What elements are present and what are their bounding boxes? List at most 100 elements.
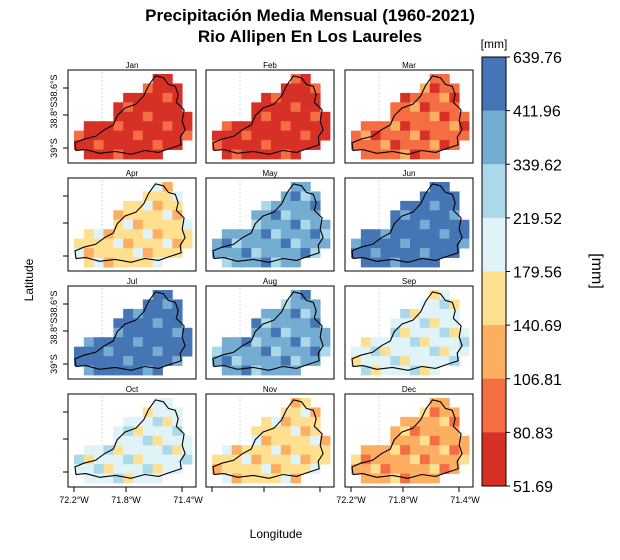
grid-cell — [162, 92, 173, 103]
grid-cell — [221, 140, 233, 150]
grid-cell — [123, 149, 134, 160]
grid-cell — [290, 130, 301, 141]
grid-cell — [221, 454, 233, 465]
grid-cell — [290, 191, 301, 202]
grid-cell — [360, 257, 372, 268]
panel-strip-label: Sep — [402, 277, 417, 286]
grid-cell — [439, 318, 450, 329]
grid-cell — [261, 229, 272, 240]
grid-cell — [320, 445, 331, 456]
grid-cell — [280, 102, 292, 113]
panel-aug: Aug — [205, 277, 335, 380]
grid-cell — [400, 121, 411, 132]
grid-cell — [251, 464, 262, 474]
legend-break-label: 411.96 — [513, 104, 561, 121]
grid-cell — [429, 346, 440, 357]
grid-cell — [410, 346, 421, 357]
grid-cell — [182, 130, 193, 141]
grid-cell — [221, 257, 233, 268]
grid-cell — [123, 92, 134, 103]
grid-cell — [162, 140, 173, 150]
grid-cell — [419, 308, 431, 319]
grid-cell — [271, 337, 282, 348]
grid-cell — [103, 140, 114, 150]
grid-cell — [360, 149, 372, 160]
grid-cell — [290, 318, 301, 329]
grid-cell — [400, 238, 411, 249]
grid-cell — [280, 365, 292, 376]
grid-cell — [390, 356, 401, 366]
grid-cell — [439, 210, 450, 221]
grid-cell — [439, 435, 450, 446]
grid-cell — [162, 445, 173, 456]
grid-cell — [261, 337, 272, 348]
grid-cell — [280, 318, 292, 329]
grid-cell — [74, 356, 85, 366]
grid-cell — [93, 229, 104, 240]
chart-title-line1: Precipitación Media Mensual (1960-2021) — [145, 6, 475, 25]
grid-cell — [400, 229, 411, 240]
grid-cell — [320, 435, 331, 446]
grid-cell — [152, 121, 163, 132]
grid-cell — [310, 454, 321, 465]
grid-cell — [241, 257, 252, 268]
legend-swatch — [482, 325, 506, 380]
grid-cell — [93, 346, 104, 357]
grid-cell — [310, 407, 321, 418]
grid-cell — [271, 416, 282, 427]
grid-cell — [162, 111, 173, 122]
grid-cell — [172, 191, 183, 202]
grid-cell — [133, 257, 144, 268]
grid-cell — [449, 121, 460, 132]
legend-break-label: 51.69 — [513, 479, 553, 496]
grid-cell — [221, 445, 233, 456]
grid-cell — [182, 111, 193, 122]
grid-cell — [280, 356, 292, 366]
grid-cell — [380, 445, 391, 456]
grid-cell — [152, 83, 163, 94]
grid-cell — [459, 327, 470, 338]
grid-cell — [390, 318, 401, 329]
grid-cell — [439, 111, 450, 122]
grid-cell — [123, 445, 134, 456]
grid-cell — [280, 426, 292, 437]
grid-cell — [162, 219, 173, 230]
x-tick-label: 71.8°W — [388, 495, 418, 505]
grid-cell — [123, 435, 134, 446]
grid-cell — [221, 229, 233, 240]
grid-cell — [290, 435, 301, 446]
grid-cell — [251, 318, 262, 329]
grid-cell — [439, 121, 450, 132]
grid-cell — [261, 140, 272, 150]
grid-cell — [400, 140, 411, 150]
grid-cell — [400, 445, 411, 456]
grid-cell — [261, 257, 272, 268]
grid-cell — [113, 464, 124, 474]
panel-strip-label: Apr — [126, 169, 139, 178]
grid-cell — [419, 140, 431, 150]
grid-cell — [439, 200, 450, 211]
grid-cell — [241, 140, 252, 150]
grid-cell — [251, 102, 262, 113]
grid-cell — [142, 92, 154, 103]
grid-cell — [123, 308, 134, 319]
grid-cell — [300, 299, 311, 310]
grid-cell — [142, 83, 154, 94]
grid-cell — [410, 102, 421, 113]
grid-cell — [290, 74, 301, 84]
grid-cell — [113, 140, 124, 150]
grid-cell — [290, 327, 301, 338]
grid-cell — [410, 416, 421, 427]
grid-cell — [290, 182, 301, 192]
grid-cell — [351, 238, 362, 249]
grid-cell — [261, 130, 272, 141]
grid-cell — [142, 318, 154, 329]
legend-unit-label: [mm] — [481, 37, 508, 51]
grid-cell — [410, 426, 421, 437]
grid-cell — [310, 229, 321, 240]
grid-cell — [83, 445, 95, 456]
grid-cell — [310, 318, 321, 329]
grid-cell — [400, 346, 411, 357]
grid-cell — [261, 416, 272, 427]
grid-cell — [439, 398, 450, 408]
